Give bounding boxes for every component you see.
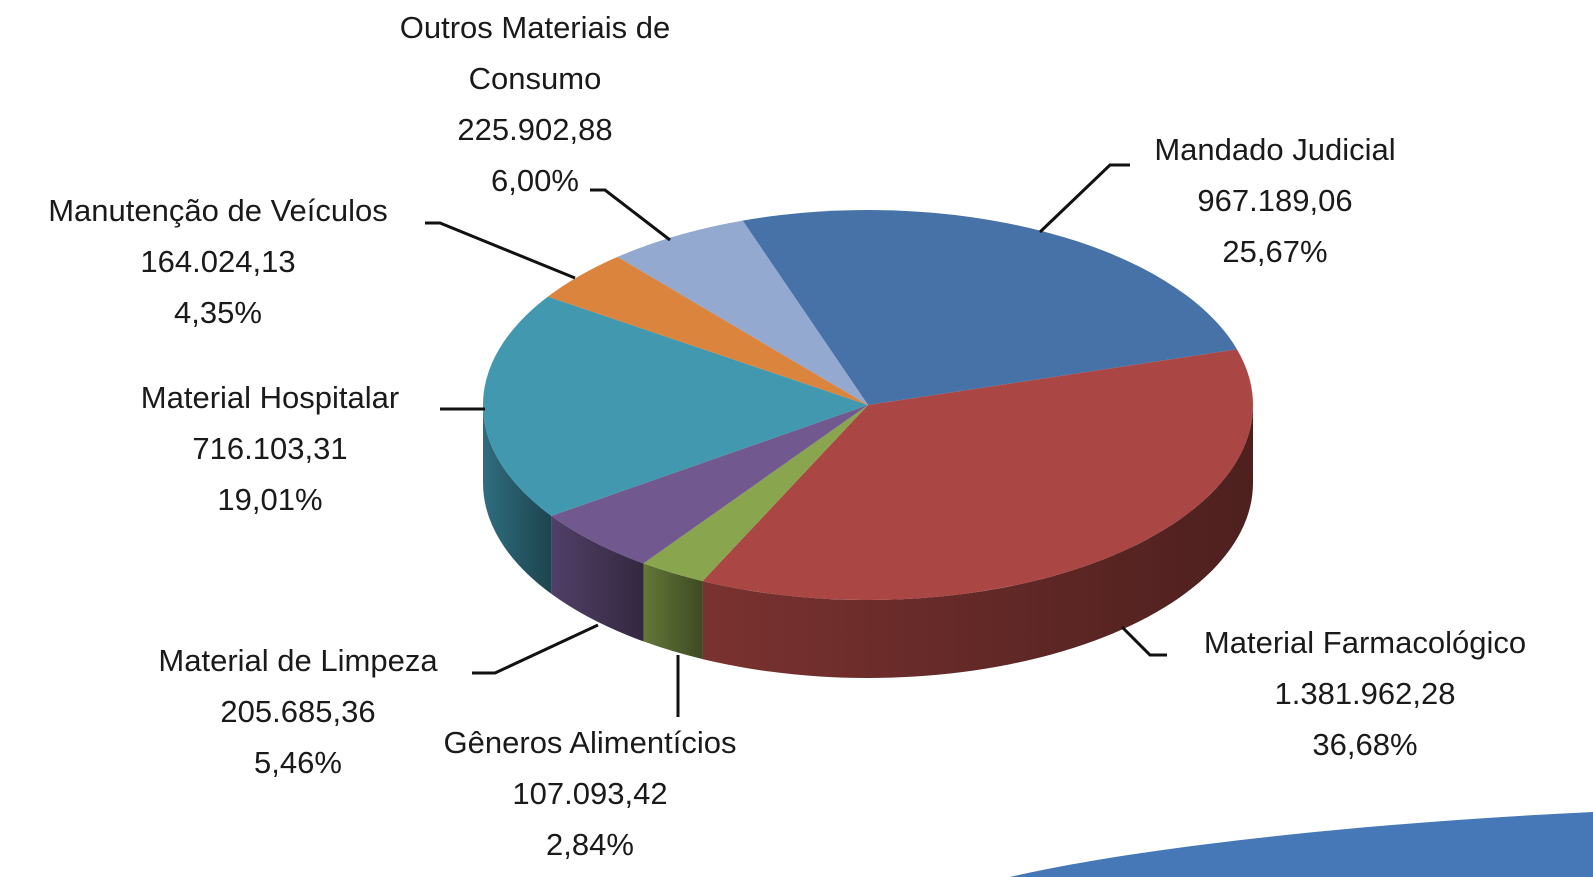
label-name: Manutenção de Veículos xyxy=(48,193,388,228)
slice xyxy=(551,405,868,564)
slice xyxy=(742,209,1237,405)
slice-side xyxy=(551,515,644,642)
label-percentage: 36,68% xyxy=(1312,727,1417,762)
leader-line xyxy=(425,221,576,280)
label-value: 225.902,88 xyxy=(457,112,612,147)
leader-line xyxy=(1038,163,1130,234)
label-value: 967.189,06 xyxy=(1197,183,1352,218)
leader-line xyxy=(472,623,599,675)
label-percentage: 6,00% xyxy=(491,163,579,198)
label-percentage: 19,01% xyxy=(217,482,322,517)
pie-tops xyxy=(483,209,1254,600)
slice xyxy=(643,405,868,582)
label-name: Outros Materiais de Consumo xyxy=(400,10,671,96)
slice-side xyxy=(643,563,703,660)
decorative-swoosh xyxy=(1010,812,1593,877)
label-value: 716.103,31 xyxy=(192,431,347,466)
slice-side xyxy=(483,405,552,594)
data-labels: Mandado Judicial 967.189,06 25,67% Material… xyxy=(48,10,1526,862)
slice xyxy=(483,296,868,516)
leader-line xyxy=(590,188,671,242)
slice xyxy=(547,256,868,405)
label-name: Material Farmacológico xyxy=(1204,625,1526,660)
label-value: 205.685,36 xyxy=(220,694,375,729)
label-percentage: 4,35% xyxy=(174,295,262,330)
label-percentage: 2,84% xyxy=(546,827,634,862)
label-name: Gêneros Alimentícios xyxy=(444,725,737,760)
slice xyxy=(702,349,1254,600)
label-percentage: 5,46% xyxy=(254,745,342,780)
label-name: Mandado Judicial xyxy=(1154,132,1395,167)
label-value: 107.093,42 xyxy=(512,776,667,811)
label-value: 1.381.962,28 xyxy=(1274,676,1455,711)
label-name: Material de Limpeza xyxy=(158,643,438,678)
leader-line xyxy=(1120,625,1167,657)
pie-sides xyxy=(483,405,1253,678)
label-name: Material Hospitalar xyxy=(141,380,399,415)
slice-side xyxy=(702,405,1253,678)
label-percentage: 25,67% xyxy=(1222,234,1327,269)
label-value: 164.024,13 xyxy=(140,244,295,279)
slice xyxy=(617,220,868,405)
